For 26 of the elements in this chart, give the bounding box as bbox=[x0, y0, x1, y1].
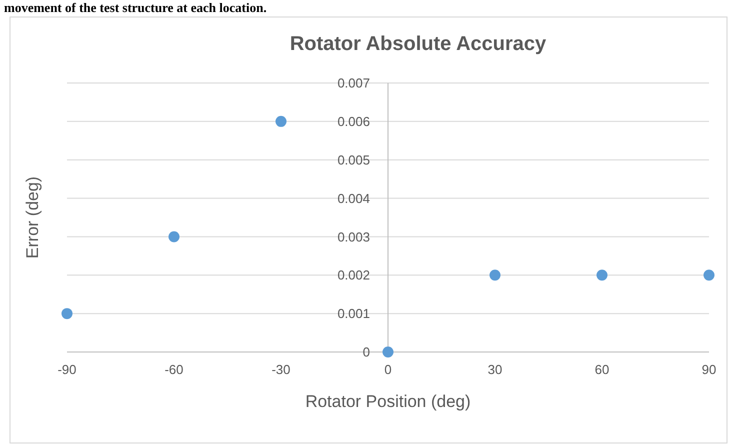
y-tick-label: 0.001 bbox=[337, 306, 370, 322]
x-tick-label: 0 bbox=[384, 362, 392, 377]
point bbox=[382, 346, 394, 358]
y-tick-label: 0.003 bbox=[337, 229, 370, 244]
y-tick-label: 0.002 bbox=[337, 268, 370, 283]
y-axis-title: Error (deg) bbox=[23, 176, 42, 259]
point bbox=[596, 270, 608, 281]
x-tick-label: -90 bbox=[58, 362, 76, 377]
y-tick-label: 0.004 bbox=[337, 190, 370, 206]
chart-title: Rotator Absolute Accuracy bbox=[290, 33, 548, 55]
point bbox=[276, 116, 286, 127]
point bbox=[62, 308, 72, 320]
y-tick-label: 0.005 bbox=[337, 152, 370, 168]
x-tick-label: 30 bbox=[488, 362, 502, 377]
x-tick-label: -30 bbox=[272, 362, 290, 377]
x-axis-title: Rotator Position (deg) bbox=[305, 392, 471, 411]
y-tick-label: 0.007 bbox=[337, 76, 370, 91]
point bbox=[704, 270, 714, 281]
point bbox=[490, 270, 500, 281]
x-tick-label: 90 bbox=[702, 362, 716, 377]
text: movement of the test structure at each location. bbox=[4, 0, 267, 15]
y-tick-label: 0 bbox=[362, 344, 370, 360]
x-tick-label: -60 bbox=[164, 362, 184, 377]
y-tick-label: 0.006 bbox=[337, 114, 370, 129]
x-tick-label: 60 bbox=[594, 362, 610, 377]
point bbox=[168, 231, 180, 242]
